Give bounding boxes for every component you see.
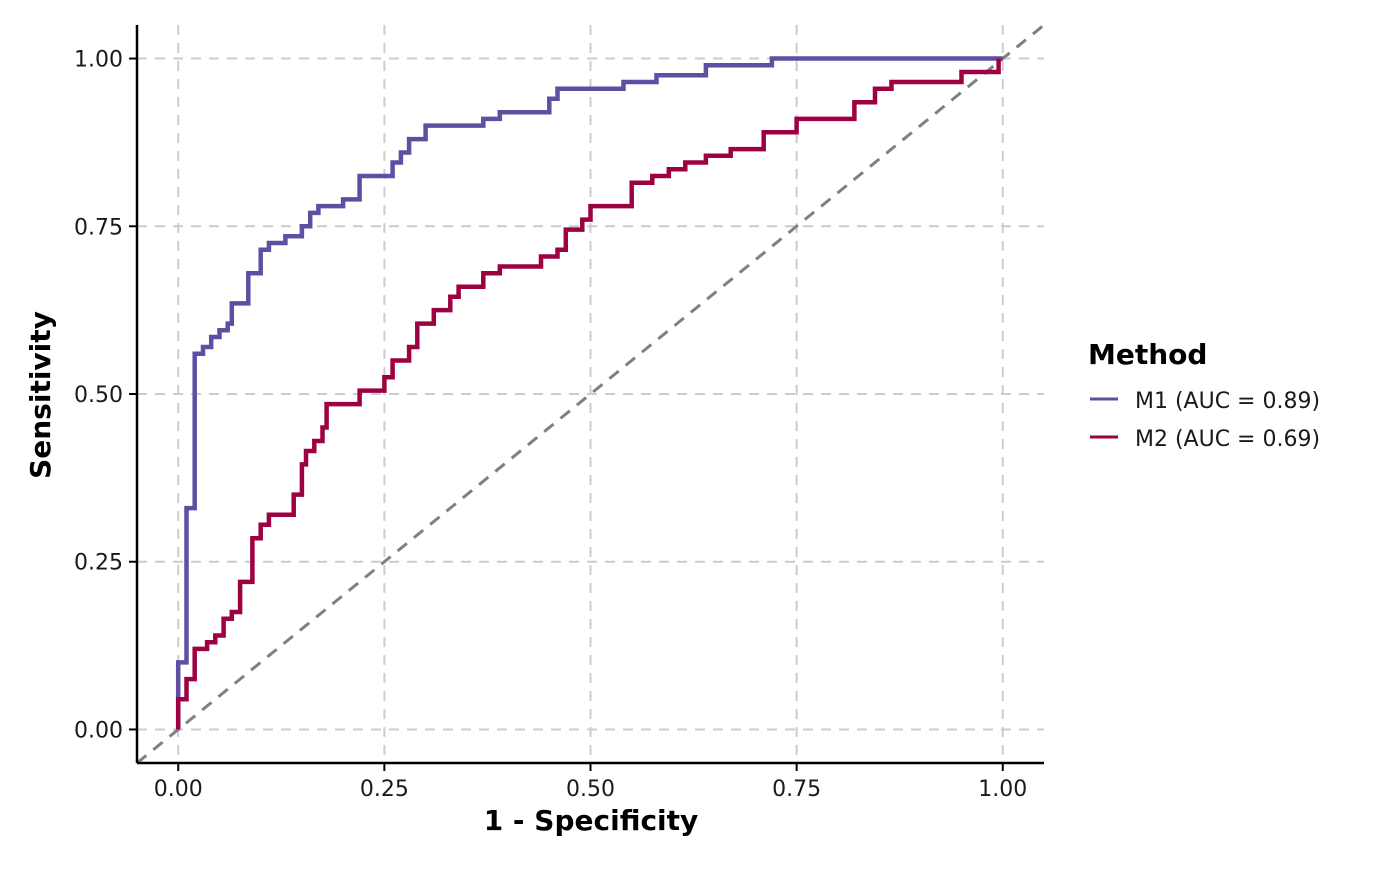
x-tick-label-1: 0.25 xyxy=(360,777,409,802)
y-tick-label-4: 1.00 xyxy=(74,48,123,73)
series-layer xyxy=(175,56,1003,730)
axis-layer: 0.00 0.25 0.50 0.75 1.00 0.00 0.25 0.50 0.75 1.00 xyxy=(74,25,1044,802)
legend: Method M1 (AUC = 0.89) M2 (AUC = 0.69) xyxy=(1088,338,1320,452)
y-axis-title: Sensitivity xyxy=(24,311,57,479)
diagonal-reference-line xyxy=(136,23,1045,765)
y-tick-label-1: 0.25 xyxy=(74,551,123,576)
legend-title: Method xyxy=(1088,338,1207,371)
x-tick-label-4: 1.00 xyxy=(978,777,1027,802)
y-tick-label-2: 0.50 xyxy=(74,383,123,408)
y-tick-label-0: 0.00 xyxy=(74,718,123,743)
grid-layer xyxy=(137,25,1044,763)
legend-label-m2: M2 (AUC = 0.69) xyxy=(1135,427,1320,452)
x-axis-title: 1 - Specificity xyxy=(484,804,699,837)
y-tick-label-3: 0.75 xyxy=(74,215,123,240)
x-tick-label-0: 0.00 xyxy=(154,777,203,802)
series-line-m1 xyxy=(175,56,1003,730)
series-line-m2 xyxy=(175,58,1001,730)
x-tick-label-3: 0.75 xyxy=(772,777,821,802)
diagonal-reference-layer xyxy=(136,23,1045,765)
legend-label-m1: M1 (AUC = 0.89) xyxy=(1135,389,1320,414)
x-tick-label-2: 0.50 xyxy=(566,777,615,802)
